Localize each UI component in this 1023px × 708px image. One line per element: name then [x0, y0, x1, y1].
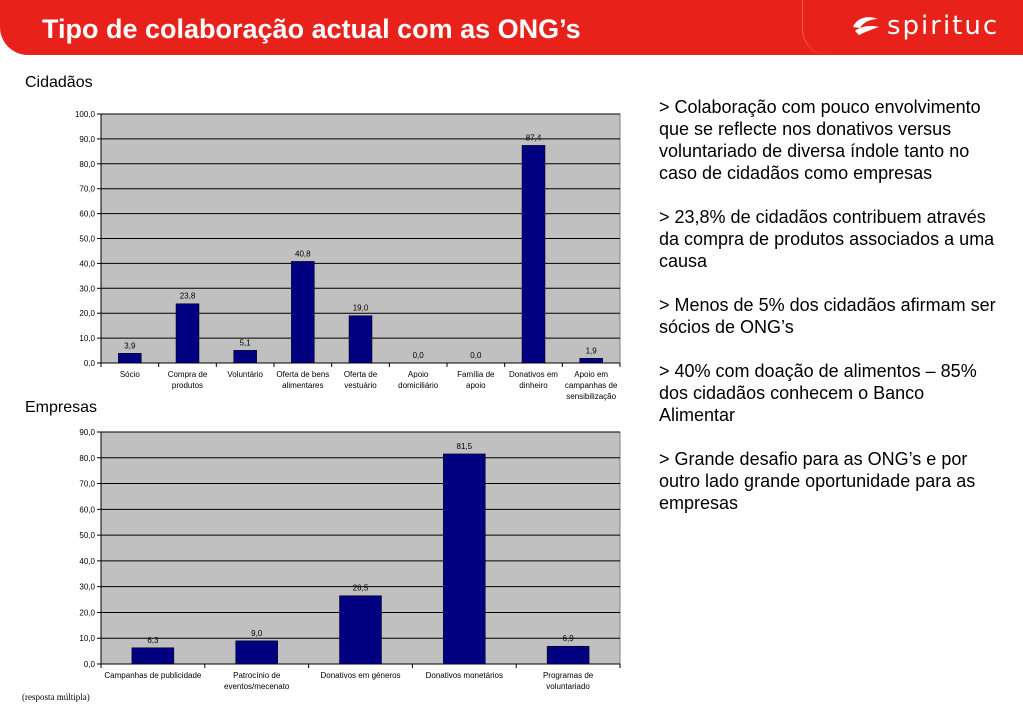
x-tick-label: Oferta de: [344, 370, 378, 379]
x-tick-label: voluntariado: [546, 682, 590, 691]
x-tick-label: Oferta de bens: [276, 370, 329, 379]
data-label: 23,8: [180, 292, 196, 301]
data-label: 3,9: [124, 341, 136, 350]
y-tick-label: 40,0: [79, 259, 95, 268]
x-tick-label: Programas de: [543, 671, 594, 680]
brand-logo: spirituc: [803, 0, 1023, 55]
y-tick-label: 60,0: [79, 210, 95, 219]
page-title: Tipo de colaboração actual com as ONG’s: [42, 14, 581, 44]
y-tick-label: 50,0: [79, 235, 95, 244]
x-tick-label: Apoio em: [574, 370, 608, 379]
y-tick-label: 60,0: [79, 505, 95, 514]
data-label: 19,0: [353, 304, 369, 313]
y-tick-label: 90,0: [79, 135, 95, 144]
x-tick-label: Donativos monetários: [426, 671, 503, 680]
y-tick-label: 70,0: [79, 480, 95, 489]
x-tick-label: sensibilização: [566, 392, 616, 401]
data-label: 81,5: [457, 442, 473, 451]
y-tick-label: 80,0: [79, 160, 95, 169]
data-label: 87,4: [526, 133, 542, 142]
x-tick-label: vestuário: [344, 381, 377, 390]
bar: [348, 315, 373, 364]
y-tick-label: 20,0: [79, 608, 95, 617]
x-tick-label: Compra de: [168, 370, 208, 379]
x-tick-label: Campanhas de publicidade: [104, 671, 202, 680]
bar: [443, 453, 486, 665]
y-tick-label: 30,0: [79, 284, 95, 293]
y-tick-label: 90,0: [79, 428, 95, 437]
data-label: 1,9: [586, 346, 598, 355]
companies-section-label: Empresas: [25, 399, 98, 416]
y-tick-label: 70,0: [79, 185, 95, 194]
footnote: (resposta múltipla): [22, 692, 90, 702]
y-tick-label: 30,0: [79, 583, 95, 592]
bullet-item: > Menos de 5% dos cidadãos afirmam ser s…: [659, 295, 996, 337]
citizens-section-label: Cidadãos: [25, 74, 93, 91]
bar: [521, 145, 546, 364]
data-label: 0,0: [470, 351, 482, 360]
data-label: 6,9: [563, 634, 575, 643]
bar: [175, 303, 200, 364]
y-tick-label: 10,0: [79, 634, 95, 643]
x-tick-label: Voluntário: [227, 370, 263, 379]
bullet-item: > 40% com doação de alimentos – 85% dos …: [659, 361, 977, 425]
x-tick-label: Apoio: [408, 370, 429, 379]
y-tick-label: 50,0: [79, 531, 95, 540]
y-tick-label: 40,0: [79, 557, 95, 566]
bullet-item: > Colaboração com pouco envolvimento que…: [659, 97, 981, 183]
bullet-item: > 23,8% de cidadãos contribuem através d…: [659, 207, 995, 271]
x-tick-label: dinheiro: [519, 381, 548, 390]
data-label: 0,0: [413, 351, 425, 360]
y-tick-label: 80,0: [79, 454, 95, 463]
y-tick-label: 0,0: [84, 660, 96, 669]
bar: [131, 647, 175, 665]
companies-bar-chart: 0,0 10,0 20,0 30,0 40,0 50,0 60,0 70,0 80,0 90,0 6…: [79, 428, 621, 691]
bar: [235, 640, 278, 665]
bar: [339, 595, 382, 665]
bar: [233, 350, 257, 364]
bullet-list: > Colaboração com pouco envolvimento que…: [659, 96, 999, 536]
y-tick-label: 10,0: [79, 334, 95, 343]
x-tick-label: Donativos em: [509, 370, 558, 379]
x-tick-label: domiciliário: [398, 381, 439, 390]
x-tick-label: Família de: [457, 370, 495, 379]
x-tick-label: Donativos em géneros: [320, 671, 400, 680]
data-label: 26,5: [353, 584, 369, 593]
spirituc-logo-icon: [853, 17, 879, 35]
data-label: 5,1: [240, 338, 252, 347]
bar: [546, 645, 590, 665]
y-tick-label: 20,0: [79, 309, 95, 318]
x-tick-label: eventos/mecenato: [224, 682, 290, 691]
x-tick-label: produtos: [172, 381, 203, 390]
data-label: 6,3: [147, 636, 159, 645]
bar: [118, 353, 142, 364]
data-label: 9,0: [251, 629, 263, 638]
citizens-bar-chart: 0,0 10,0 20,0 30,0 40,0 50,0 60,0 70,0 80,0 90,0 1…: [75, 110, 621, 401]
bullet-item: > Grande desafio para as ONG’s e por out…: [659, 449, 976, 513]
logo-text: spirituc: [887, 11, 1000, 41]
y-tick-label: 0,0: [84, 359, 96, 368]
x-tick-label: apoio: [466, 381, 486, 390]
y-tick-label: 100,0: [75, 110, 96, 119]
x-tick-label: alimentares: [282, 381, 323, 390]
bar: [579, 358, 603, 364]
x-tick-label: campanhas de: [565, 381, 618, 390]
bar: [291, 261, 315, 364]
data-label: 40,8: [295, 249, 311, 258]
x-tick-label: Sócio: [120, 370, 141, 379]
x-tick-label: Patrocínio de: [233, 671, 281, 680]
